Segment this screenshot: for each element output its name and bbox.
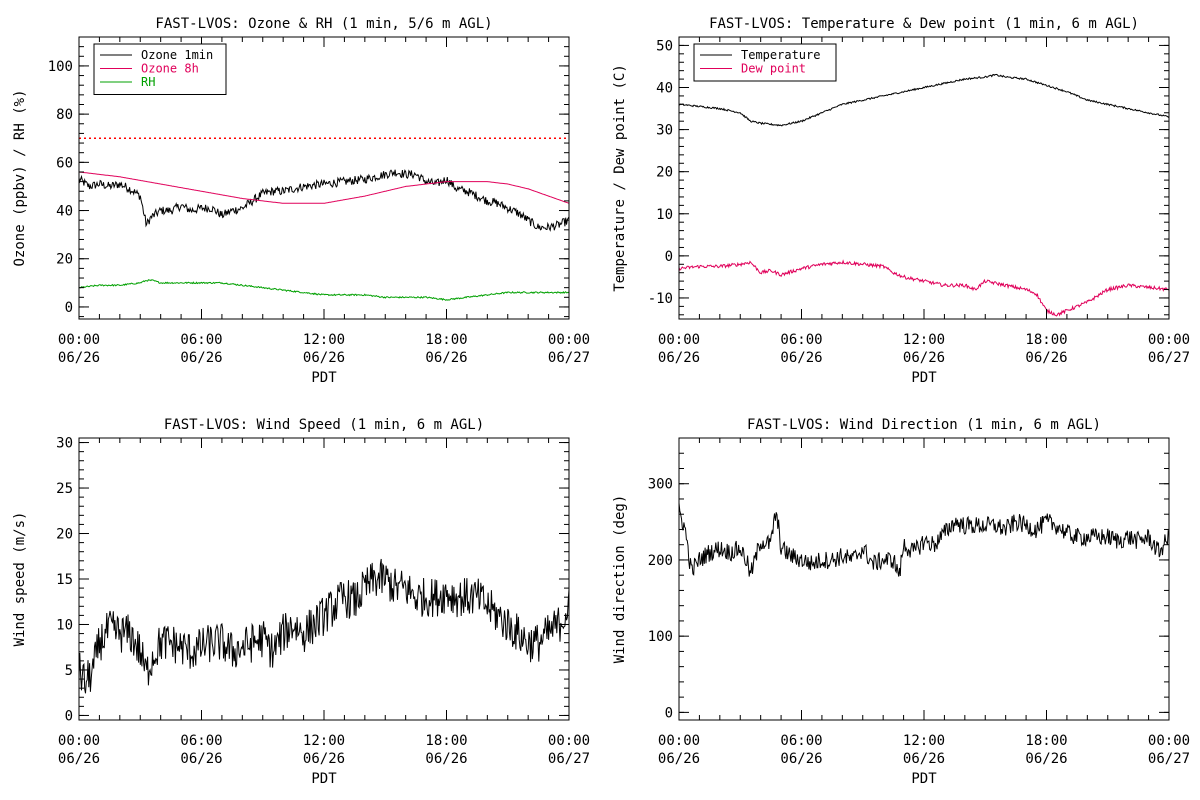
x-tick-label-date: 06/26 — [58, 751, 100, 767]
x-tick-label-time: 06:00 — [180, 733, 222, 749]
y-tick-label: 40 — [56, 204, 73, 220]
series-line-2 — [79, 279, 569, 301]
x-tick-label-time: 12:00 — [303, 332, 345, 348]
y-axis-label: Wind speed (m/s) — [12, 512, 28, 647]
x-tick-label-time: 06:00 — [180, 332, 222, 348]
y-tick-label: 20 — [56, 252, 73, 268]
x-tick-label-date: 06/26 — [58, 350, 100, 366]
x-tick-label-time: 18:00 — [1025, 733, 1067, 749]
x-axis-label: PDT — [311, 771, 337, 787]
x-tick-label-date: 06/26 — [658, 350, 700, 366]
chart-title: FAST-LVOS: Ozone & RH (1 min, 5/6 m AGL) — [155, 16, 492, 32]
temperature-dewpoint-panel: FAST-LVOS: Temperature & Dew point (1 mi… — [612, 16, 1190, 386]
y-tick-label: 0 — [665, 705, 673, 721]
y-tick-label: 30 — [656, 123, 673, 139]
chart-title: FAST-LVOS: Wind Direction (1 min, 6 m AG… — [747, 417, 1101, 433]
x-tick-label-date: 06/27 — [1148, 350, 1190, 366]
y-tick-label: 200 — [648, 553, 673, 569]
x-tick-label-time: 18:00 — [425, 332, 467, 348]
y-tick-label: 10 — [656, 207, 673, 223]
x-tick-label-date: 06/26 — [1025, 751, 1067, 767]
legend-label: Temperature — [741, 48, 820, 62]
series-line-0 — [79, 169, 569, 232]
x-tick-label-time: 00:00 — [58, 733, 100, 749]
y-tick-label: 60 — [56, 155, 73, 171]
y-tick-label: 40 — [656, 81, 673, 97]
y-tick-label: 50 — [656, 38, 673, 54]
series-line-0 — [679, 73, 1169, 127]
chart-title: FAST-LVOS: Temperature & Dew point (1 mi… — [709, 16, 1139, 32]
plot-frame — [78, 437, 570, 721]
x-tick-label-date: 06/26 — [425, 751, 467, 767]
plot-frame — [678, 437, 1170, 721]
x-tick-label-time: 18:00 — [1025, 332, 1067, 348]
y-tick-label: 0 — [665, 249, 673, 265]
x-tick-label-time: 18:00 — [425, 733, 467, 749]
x-tick-label-time: 00:00 — [548, 733, 590, 749]
y-tick-label: 0 — [65, 300, 73, 316]
x-tick-label-time: 00:00 — [58, 332, 100, 348]
x-tick-label-date: 06/27 — [1148, 751, 1190, 767]
x-tick-label-date: 06/26 — [303, 350, 345, 366]
legend-label: Dew point — [741, 62, 806, 76]
legend-label: Ozone 1min — [141, 48, 213, 62]
legend-label: RH — [141, 75, 155, 89]
y-tick-label: 0 — [65, 708, 73, 724]
x-axis-label: PDT — [911, 771, 937, 787]
legend-label: Ozone 8h — [141, 62, 199, 76]
y-tick-label: 100 — [48, 59, 73, 75]
y-tick-label: 10 — [56, 617, 73, 633]
x-tick-label-date: 06/26 — [180, 350, 222, 366]
x-axis-label: PDT — [911, 370, 937, 386]
y-axis-label: Temperature / Dew point (C) — [612, 64, 628, 292]
wind-speed-panel: FAST-LVOS: Wind Speed (1 min, 6 m AGL)00… — [12, 417, 590, 787]
y-tick-label: 300 — [648, 477, 673, 493]
wind-direction-panel: FAST-LVOS: Wind Direction (1 min, 6 m AG… — [612, 417, 1190, 787]
series-line-1 — [79, 171, 569, 204]
x-axis-label: PDT — [311, 370, 337, 386]
y-tick-label: 5 — [65, 663, 73, 679]
y-tick-label: 15 — [56, 572, 73, 588]
series-line-0 — [79, 558, 569, 694]
x-tick-label-time: 12:00 — [303, 733, 345, 749]
x-tick-label-date: 06/26 — [780, 751, 822, 767]
x-tick-label-time: 06:00 — [780, 332, 822, 348]
x-tick-label-time: 12:00 — [903, 332, 945, 348]
x-tick-label-time: 00:00 — [548, 332, 590, 348]
x-tick-label-time: 00:00 — [658, 332, 700, 348]
x-tick-label-time: 12:00 — [903, 733, 945, 749]
y-tick-label: 20 — [56, 527, 73, 543]
x-tick-label-date: 06/26 — [658, 751, 700, 767]
x-tick-label-time: 06:00 — [780, 733, 822, 749]
x-tick-label-date: 06/26 — [180, 751, 222, 767]
x-tick-label-time: 00:00 — [658, 733, 700, 749]
x-tick-label-date: 06/26 — [780, 350, 822, 366]
series-line-1 — [679, 259, 1169, 317]
y-tick-label: 100 — [648, 629, 673, 645]
y-tick-label: 30 — [56, 436, 73, 452]
x-tick-label-date: 06/26 — [425, 350, 467, 366]
y-axis-label: Ozone (ppbv) / RH (%) — [12, 89, 28, 266]
x-tick-label-date: 06/26 — [903, 751, 945, 767]
x-tick-label-date: 06/27 — [548, 350, 590, 366]
ozone-rh-panel: FAST-LVOS: Ozone & RH (1 min, 5/6 m AGL)… — [12, 16, 590, 386]
x-tick-label-date: 06/26 — [303, 751, 345, 767]
series-line-0 — [679, 502, 1169, 577]
legend-box — [693, 43, 837, 82]
x-tick-label-time: 00:00 — [1148, 332, 1190, 348]
y-tick-label: -10 — [648, 291, 673, 307]
x-tick-label-date: 06/26 — [903, 350, 945, 366]
chart-title: FAST-LVOS: Wind Speed (1 min, 6 m AGL) — [164, 417, 484, 433]
x-tick-label-date: 06/27 — [548, 751, 590, 767]
y-tick-label: 25 — [56, 481, 73, 497]
y-axis-label: Wind direction (deg) — [612, 495, 628, 664]
x-tick-label-date: 06/26 — [1025, 350, 1067, 366]
legend-box — [93, 43, 227, 95]
x-tick-label-time: 00:00 — [1148, 733, 1190, 749]
y-tick-label: 20 — [656, 165, 673, 181]
y-tick-label: 80 — [56, 107, 73, 123]
